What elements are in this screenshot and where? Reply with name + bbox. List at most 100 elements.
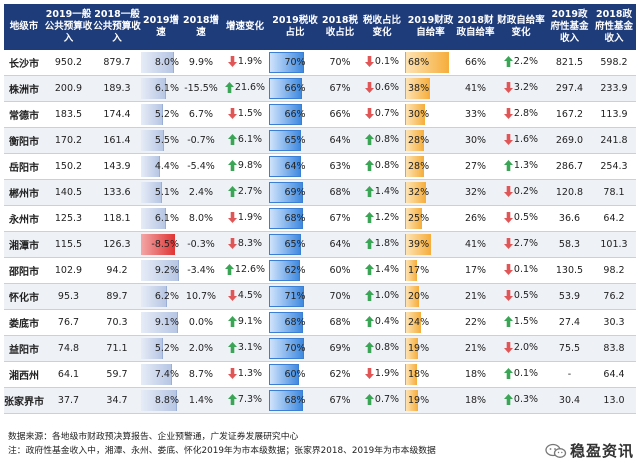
self-sufficiency-2018: 22% [456, 309, 495, 336]
fund-revenue-2018: 233.9 [592, 75, 636, 102]
arrow-up-icon [503, 55, 513, 67]
self-bar [405, 208, 422, 229]
table-row: 永州市 125.3 118.1 6.1% 8.0% 1.9% 68% 67% 1.2% 25% 26… [4, 205, 636, 232]
revenue-2019: 183.5 [44, 101, 93, 128]
arrow-up-icon [364, 185, 374, 197]
growth-bar-cell: 9.1% [141, 309, 181, 336]
self-value: 39% [408, 239, 430, 250]
fund-revenue-2018: 64.4 [592, 361, 636, 388]
growth-change: 9.1% [221, 309, 269, 336]
city-name: 湘西州 [4, 361, 44, 388]
arrow-up-icon [503, 393, 513, 405]
growth-change-value: 2.7% [237, 185, 263, 197]
arrow-up-icon [364, 341, 374, 353]
tax-value: 68% [284, 395, 306, 406]
arrow-down-icon [227, 289, 237, 301]
brand-watermark: 稳盈资讯 [545, 440, 634, 461]
column-header: 2018增速 [181, 4, 221, 50]
tax-bar-cell: 60% [269, 361, 321, 388]
growth-value: 6.1% [154, 83, 179, 94]
fund-revenue-2018: 241.8 [592, 127, 636, 154]
city-name: 怀化市 [4, 283, 44, 310]
tax-share-change: 0.7% [359, 387, 405, 414]
growth-change-value: 1.9% [237, 211, 263, 223]
self-bar [405, 364, 418, 385]
column-header: 2018财政自给率 [456, 4, 495, 50]
arrow-up-icon [364, 133, 374, 145]
tax-share-change-value: 0.6% [374, 81, 400, 93]
revenue-2019: 76.7 [44, 309, 93, 336]
self-value: 20% [408, 291, 430, 302]
growth-2018: 8.0% [181, 205, 221, 232]
growth-change: 7.3% [221, 387, 269, 414]
self-sufficiency-2018: 41% [456, 75, 495, 102]
tax-share-change: 1.8% [359, 231, 405, 258]
growth-change: 2.7% [221, 179, 269, 206]
tax-share-2018: 68% [321, 309, 359, 336]
self-sufficiency-2018: 33% [456, 101, 495, 128]
growth-value: 9.2% [154, 265, 179, 276]
growth-bar [141, 364, 172, 385]
growth-change-value: 12.6% [234, 263, 266, 275]
growth-value: 5.2% [154, 343, 179, 354]
tax-share-change-value: 1.4% [374, 185, 400, 197]
self-bar-cell: 19% [405, 335, 456, 362]
self-bar [405, 182, 427, 203]
growth-2018: 9.9% [181, 50, 221, 76]
fund-revenue-2019: 269.0 [547, 127, 592, 154]
city-name: 长沙市 [4, 50, 44, 76]
table-header-row: 地级市 2019一般公共预算收入 2018一般公共预算收入 2019增速 2018增速增… [4, 4, 636, 50]
fund-revenue-2019: 286.7 [547, 153, 592, 180]
tax-bar-cell: 69% [269, 179, 321, 206]
self-bar [405, 130, 424, 151]
growth-change: 1.9% [221, 50, 269, 76]
arrow-up-icon [227, 315, 237, 327]
tax-value: 70% [284, 343, 306, 354]
growth-bar [141, 312, 179, 333]
self-sufficiency-change: 2.7% [495, 231, 547, 258]
growth-2018: 1.4% [181, 387, 221, 414]
arrow-down-icon [503, 185, 513, 197]
growth-change: 12.6% [221, 257, 269, 284]
growth-bar-cell: 4.4% [141, 153, 181, 180]
city-name: 湘潭市 [4, 231, 44, 258]
wechat-icon [545, 443, 567, 459]
revenue-2018: 879.7 [93, 50, 141, 76]
arrow-up-icon [224, 263, 234, 275]
tax-bar [269, 182, 304, 203]
growth-value: 6.2% [154, 291, 179, 302]
revenue-2018: 133.6 [93, 179, 141, 206]
fund-revenue-2019: 53.9 [547, 283, 592, 310]
city-name: 常德市 [4, 101, 44, 128]
arrow-down-icon [503, 263, 513, 275]
fiscal-table: 地级市 2019一般公共预算收入 2018一般公共预算收入 2019增速 2018增速增… [4, 4, 636, 414]
arrow-down-icon [503, 81, 513, 93]
self-value: 38% [408, 83, 430, 94]
tax-share-change: 0.4% [359, 309, 405, 336]
tax-bar-cell: 65% [269, 127, 321, 154]
tax-bar [269, 234, 302, 255]
growth-2018: -3.4% [181, 257, 221, 284]
self-sufficiency-change-value: 2.0% [513, 341, 539, 353]
self-sufficiency-change: 0.5% [495, 283, 547, 310]
fund-revenue-2018: 64.2 [592, 205, 636, 232]
tax-bar [269, 52, 304, 73]
fund-revenue-2018: 13.0 [592, 387, 636, 414]
self-sufficiency-change-value: 1.5% [513, 315, 539, 327]
growth-2018: -15.5% [181, 75, 221, 102]
growth-change: 1.3% [221, 361, 269, 388]
growth-value: 8.0% [154, 57, 179, 68]
growth-2018: 2.0% [181, 335, 221, 362]
tax-share-change: 0.1% [359, 50, 405, 76]
tax-share-change-value: 1.8% [374, 237, 400, 249]
tax-share-2018: 67% [321, 205, 359, 232]
tax-value: 62% [284, 265, 306, 276]
growth-value: -8.5% [151, 239, 179, 250]
fund-revenue-2019: 75.5 [547, 335, 592, 362]
self-bar-cell: 38% [405, 75, 456, 102]
table-row: 岳阳市 150.2 143.9 4.4% -5.4% 9.8% 64% 63% 0.8% 28% 2… [4, 153, 636, 180]
tax-share-change: 1.0% [359, 283, 405, 310]
arrow-up-icon [227, 393, 237, 405]
fund-revenue-2018: 98.2 [592, 257, 636, 284]
tax-bar-cell: 70% [269, 50, 321, 76]
